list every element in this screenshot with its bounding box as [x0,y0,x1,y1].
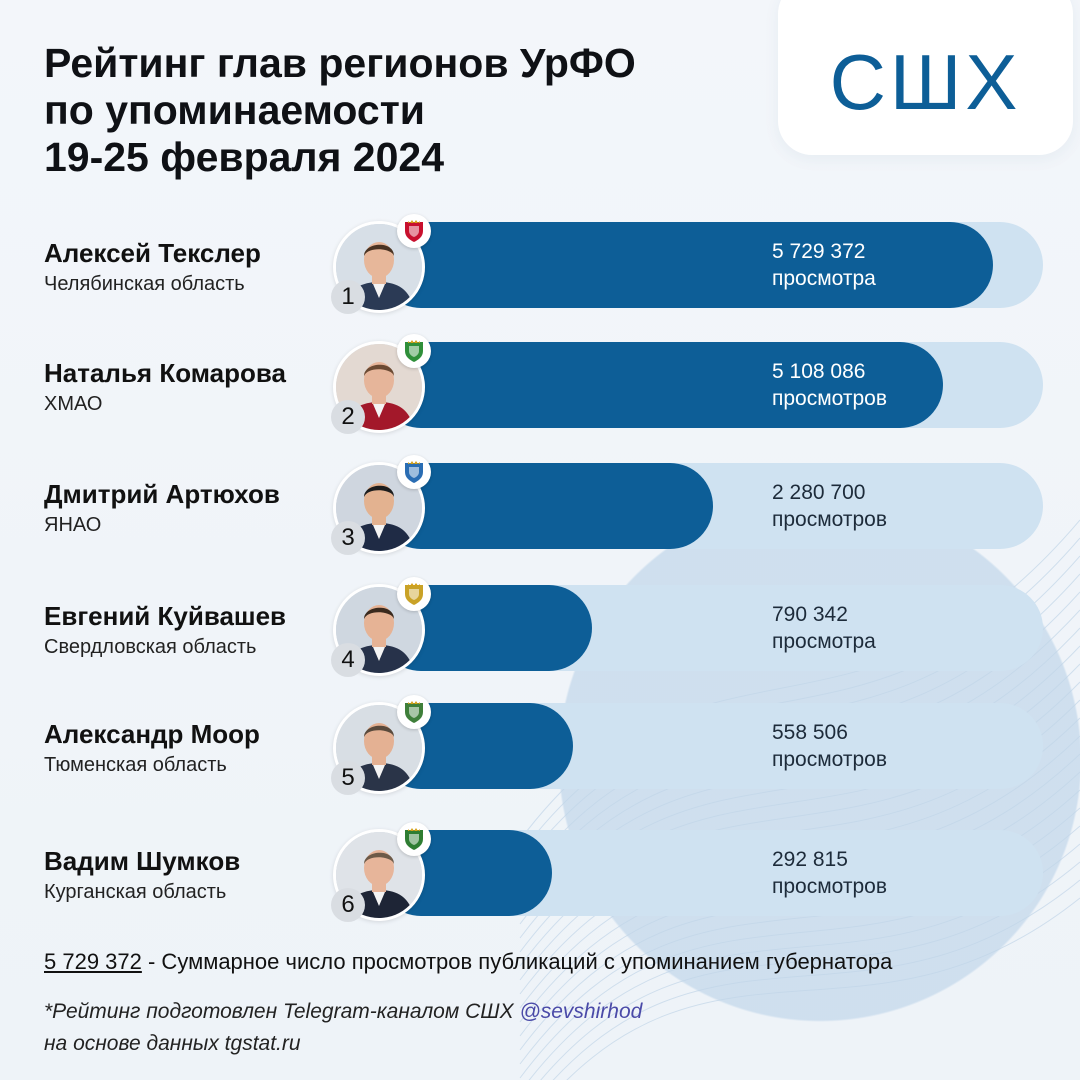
region-name: Челябинская область [44,273,245,295]
region-name: Свердловская область [44,636,257,658]
title-line-3: 19-25 февраля 2024 [44,134,445,180]
region-name: Курганская область [44,881,227,903]
footnote-total: 5 729 372 [44,949,142,974]
views-unit: просмотра [772,630,876,653]
ranking-row: Вадим Шумков Курганская область 292 815 про… [0,822,1080,950]
credit-handle-link[interactable]: @sevshirhod [519,1000,643,1023]
footnote: 5 729 372 - Суммарное число просмотров п… [44,948,892,976]
views-label: 5 729 372 просмотра [772,238,876,292]
views-number: 790 342 [772,603,848,626]
views-number: 2 280 700 [772,481,866,504]
governor-name: Алексей Текслер [44,238,261,268]
bar-value [378,222,993,308]
views-unit: просмотров [772,508,888,531]
footnote-text: - Суммарное число просмотров публикаций … [141,949,893,974]
views-unit: просмотров [772,875,888,898]
views-label: 292 815 просмотров [772,846,887,900]
views-unit: просмотра [772,267,876,290]
views-number: 292 815 [772,848,848,871]
governor-name: Евгений Куйвашев [44,601,287,631]
wave-line [540,861,1080,1080]
tyumen-emblem-icon [397,695,431,729]
ranking-row: Наталья Комарова ХМАО 5 108 086 просмотров 2 [0,334,1080,462]
wave-line [552,879,1080,1080]
ranking-row: Евгений Куйвашев Свердловская область 790 … [0,577,1080,705]
views-label: 5 108 086 просмотров [772,358,887,412]
views-unit: просмотров [772,387,888,410]
ranking-row: Дмитрий Артюхов ЯНАО 2 280 700 просмотров 3 [0,455,1080,583]
views-label: 558 506 просмотров [772,719,887,773]
credit-line-2: на основе данных tgstat.ru [44,1032,301,1055]
bar-value [378,463,714,549]
yanao-emblem-icon [397,455,431,489]
region-name: ХМАО [44,393,103,415]
views-label: 790 342 просмотра [772,601,876,655]
rank-badge: 4 [331,643,365,677]
views-number: 5 729 372 [772,240,866,263]
kurgan-emblem-icon [397,822,431,856]
credit: *Рейтинг подготовлен Telegram-каналом СШ… [44,996,642,1060]
logo-text: СШХ [829,38,1022,126]
rank-badge: 6 [331,888,365,922]
khmao-emblem-icon [397,334,431,368]
ranking-row: Алексей Текслер Челябинская область 5 729 … [0,214,1080,342]
ranking-row: Александр Моор Тюменская область 558 506 пр… [0,695,1080,823]
governor-name: Дмитрий Артюхов [44,479,280,509]
rank-badge: 3 [331,521,365,555]
rank-badge: 2 [331,400,365,434]
governor-name: Александр Моор [44,719,260,749]
views-number: 5 108 086 [772,360,866,383]
logo-card: СШХ [778,0,1073,155]
governor-name: Наталья Комарова [44,358,286,388]
chelyabinsk-emblem-icon [397,214,431,248]
views-label: 2 280 700 просмотров [772,479,887,533]
rank-badge: 5 [331,761,365,795]
credit-prefix: *Рейтинг подготовлен Telegram-каналом СШ… [44,1000,520,1023]
views-number: 558 506 [772,721,848,744]
title-line-1: Рейтинг глав регионов УрФО [44,40,636,86]
title-line-2: по упоминаемости [44,87,426,133]
views-unit: просмотров [772,748,888,771]
wave-line [566,897,1080,1080]
governor-name: Вадим Шумков [44,846,241,876]
page-title: Рейтинг глав регионов УрФО по упоминаемо… [44,40,744,181]
rank-badge: 1 [331,280,365,314]
sverdlovsk-emblem-icon [397,577,431,611]
region-name: Тюменская область [44,754,227,776]
region-name: ЯНАО [44,514,102,536]
credit-line-1: *Рейтинг подготовлен Telegram-каналом СШ… [44,996,642,1028]
bar-value [378,342,943,428]
